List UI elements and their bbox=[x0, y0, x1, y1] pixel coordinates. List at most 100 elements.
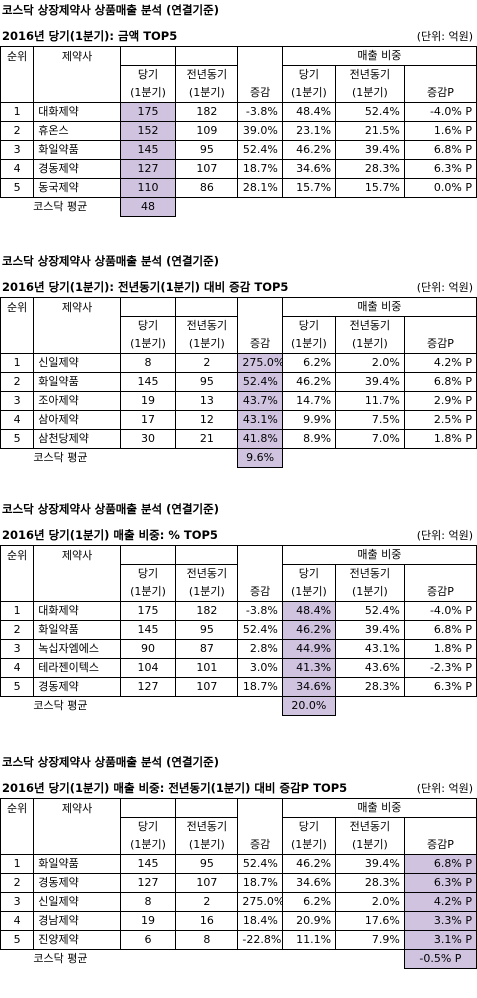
share-change-header: 증감P bbox=[403, 335, 477, 354]
share-prev-cell: 28.3% bbox=[335, 159, 405, 179]
share-current-cell: 11.1% bbox=[281, 930, 337, 950]
share-group-header: 매출 비중 bbox=[281, 798, 477, 818]
share-current-cell: 46.2% bbox=[281, 140, 337, 160]
change-header: 증감 bbox=[237, 583, 283, 602]
current-cell: 6 bbox=[119, 930, 177, 950]
table-row: 5 동국제약 110 86 28.1% 15.7% 15.7% 0.0% P bbox=[0, 178, 477, 198]
company-cell: 신일제약 bbox=[33, 892, 121, 912]
share-change-header: 증감P bbox=[403, 836, 477, 855]
rank-cell: 2 bbox=[0, 121, 35, 141]
share-current-cell: 34.6% bbox=[281, 159, 337, 179]
rank-cell: 5 bbox=[0, 677, 35, 697]
share-prev-cell: 43.1% bbox=[335, 639, 405, 659]
share-current-cell: 44.9% bbox=[281, 639, 337, 659]
prev-cell: 16 bbox=[175, 911, 239, 931]
company-header: 제약사 bbox=[33, 297, 121, 317]
current-cell: 145 bbox=[119, 140, 177, 160]
share-prev-cell: 43.6% bbox=[335, 658, 405, 678]
prev-cell: 95 bbox=[175, 620, 239, 640]
prev-sub-header: (1분기) bbox=[175, 583, 239, 602]
change-cell: 52.4% bbox=[237, 372, 283, 392]
share-current-cell: 34.6% bbox=[281, 873, 337, 893]
share-current-cell: 46.2% bbox=[281, 620, 337, 640]
company-cell: 화일약품 bbox=[33, 372, 121, 392]
share-change-cell: 2.5% P bbox=[403, 410, 477, 430]
rank-header: 순위 bbox=[0, 545, 35, 565]
current-cell: 30 bbox=[119, 429, 177, 449]
table-subtitle: 2016년 당기(1분기) 매출 비중: % TOP5 bbox=[2, 528, 218, 542]
table-row: 2 화일약품 145 95 52.4% 46.2% 39.4% 6.8% P bbox=[0, 620, 477, 640]
share-prev-cell: 28.3% bbox=[335, 677, 405, 697]
change-cell: 275.0% bbox=[237, 892, 283, 912]
rank-cell: 2 bbox=[0, 620, 35, 640]
average-row: 코스닥 평균 -0.5% P bbox=[1, 949, 477, 969]
change-cell: 52.4% bbox=[237, 140, 283, 160]
company-cell: 화일약품 bbox=[33, 140, 121, 160]
share-prev-sub-header: (1분기) bbox=[335, 583, 405, 602]
share-current-cell: 9.9% bbox=[281, 410, 337, 430]
share-current-header: 당기 bbox=[281, 564, 337, 583]
prev-cell: 87 bbox=[175, 639, 239, 659]
unit-label: (단위: 억원) bbox=[416, 30, 473, 43]
average-value: 9.6% bbox=[237, 448, 283, 468]
change-cell: 52.4% bbox=[237, 620, 283, 640]
share-current-cell: 34.6% bbox=[281, 677, 337, 697]
prev-cell: 8 bbox=[175, 930, 239, 950]
change-cell: -22.8% bbox=[237, 930, 283, 950]
rank-cell: 1 bbox=[0, 353, 35, 373]
rank-header: 순위 bbox=[0, 297, 35, 317]
change-cell: 39.0% bbox=[237, 121, 283, 141]
table-subtitle: 2016년 당기(1분기): 금액 TOP5 bbox=[2, 29, 178, 43]
company-cell: 녹십자엠에스 bbox=[33, 639, 121, 659]
unit-label: (단위: 억원) bbox=[416, 529, 473, 542]
share-current-sub-header: (1분기) bbox=[281, 836, 337, 855]
prev-header: 전년동기 bbox=[175, 65, 239, 84]
prev-cell: 107 bbox=[175, 873, 239, 893]
share-current-cell: 15.7% bbox=[281, 178, 337, 198]
share-prev-cell: 39.4% bbox=[335, 140, 405, 160]
table-row: 2 화일약품 145 95 52.4% 46.2% 39.4% 6.8% P bbox=[0, 372, 477, 392]
ranking-table: 순위 제약사 매출 비중 당기 전년동기 당기 전년동기 (1분기) (1분기) 증감 (1분기)(… bbox=[0, 798, 477, 969]
share-change-cell: 6.8% P bbox=[403, 620, 477, 640]
table-row: 2 경동제약 127 107 18.7% 34.6% 28.3% 6.3% P bbox=[0, 873, 477, 893]
current-cell: 175 bbox=[119, 102, 177, 122]
company-cell: 경남제약 bbox=[33, 911, 121, 931]
company-cell: 테라젠이텍스 bbox=[33, 658, 121, 678]
change-cell: 3.0% bbox=[237, 658, 283, 678]
company-cell: 경동제약 bbox=[33, 677, 121, 697]
current-cell: 90 bbox=[119, 639, 177, 659]
rank-cell: 3 bbox=[0, 892, 35, 912]
current-cell: 175 bbox=[119, 601, 177, 621]
share-prev-header: 전년동기 bbox=[335, 564, 405, 583]
company-cell: 화일약품 bbox=[33, 854, 121, 874]
current-cell: 110 bbox=[119, 178, 177, 198]
share-prev-cell: 21.5% bbox=[335, 121, 405, 141]
prev-cell: 13 bbox=[175, 391, 239, 411]
table-row: 4 경동제약 127 107 18.7% 34.6% 28.3% 6.3% P bbox=[0, 159, 477, 179]
table-row: 5 진양제약 6 8 -22.8% 11.1% 7.9% 3.1% P bbox=[0, 930, 477, 950]
rank-cell: 1 bbox=[0, 854, 35, 874]
ranking-table: 순위 제약사 매출 비중 당기 전년동기 당기 전년동기 (1분기) (1분기) 증감 (1분기)(… bbox=[0, 297, 477, 468]
share-prev-cell: 7.0% bbox=[335, 429, 405, 449]
share-prev-cell: 7.9% bbox=[335, 930, 405, 950]
company-cell: 화일약품 bbox=[33, 620, 121, 640]
share-change-cell: 1.6% P bbox=[403, 121, 477, 141]
current-cell: 8 bbox=[119, 353, 177, 373]
share-change-cell: 6.3% P bbox=[403, 873, 477, 893]
current-cell: 127 bbox=[119, 873, 177, 893]
table-row: 4 경남제약 19 16 18.4% 20.9% 17.6% 3.3% P bbox=[0, 911, 477, 931]
rank-cell: 1 bbox=[0, 601, 35, 621]
ranking-table: 순위 제약사 매출 비중 당기 전년동기 당기 전년동기 (1분기) (1분기) 증감 (1분기)(… bbox=[0, 46, 477, 217]
unit-label: (단위: 억원) bbox=[416, 782, 473, 795]
ranking-table: 순위 제약사 매출 비중 당기 전년동기 당기 전년동기 (1분기) (1분기) 증감 (1분기)(… bbox=[0, 545, 477, 716]
share-prev-sub-header: (1분기) bbox=[335, 836, 405, 855]
current-sub-header: (1분기) bbox=[119, 335, 177, 354]
average-value: 48 bbox=[119, 197, 177, 217]
change-header: 증감 bbox=[237, 836, 283, 855]
table-row: 5 삼천당제약 30 21 41.8% 8.9% 7.0% 1.8% P bbox=[0, 429, 477, 449]
share-change-cell: 0.0% P bbox=[403, 178, 477, 198]
share-change-cell: 6.8% P bbox=[403, 854, 477, 874]
average-label: 코스닥 평균 bbox=[33, 200, 88, 214]
share-current-sub-header: (1분기) bbox=[281, 84, 337, 103]
share-change-cell: -2.3% P bbox=[403, 658, 477, 678]
